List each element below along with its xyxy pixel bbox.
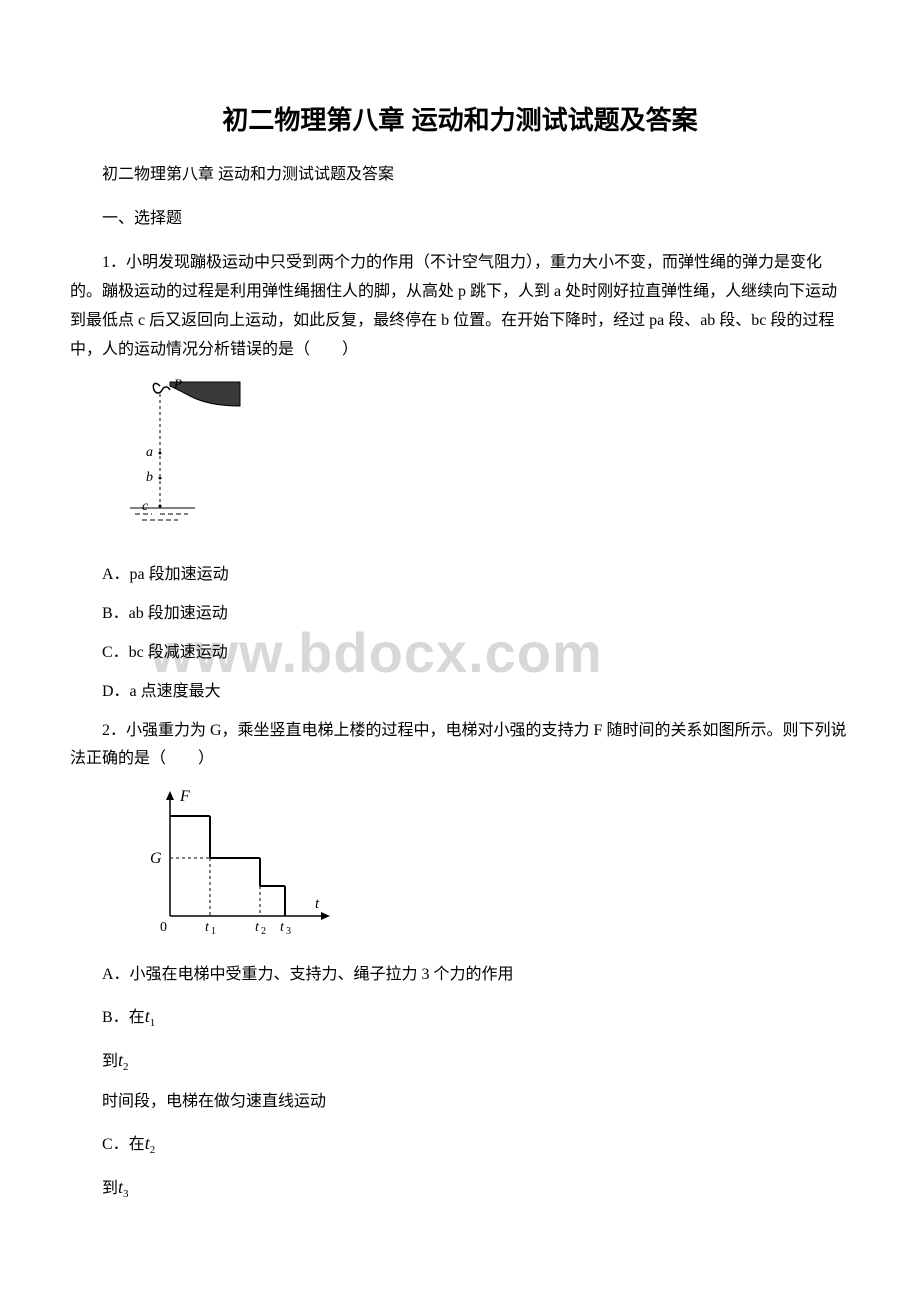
- q2-option-c-line1: C．在t2: [70, 1127, 850, 1161]
- q1-option-c: C．bc 段减速运动: [70, 639, 850, 668]
- tick-t1: t: [205, 920, 210, 935]
- q2-option-a: A．小强在电梯中受重力、支持力、绳子拉力 3 个力的作用: [70, 961, 850, 990]
- label-c: c: [142, 499, 149, 514]
- svg-text:3: 3: [286, 926, 291, 937]
- page-title: 初二物理第八章 运动和力测试试题及答案: [70, 100, 850, 137]
- g-label: G: [150, 850, 162, 867]
- svg-text:2: 2: [261, 926, 266, 937]
- q2-option-c-line2: 到t3: [70, 1171, 850, 1205]
- section-header: 一、选择题: [70, 206, 850, 232]
- label-b: b: [146, 470, 153, 485]
- q2-option-b-line1: B．在t1: [70, 1000, 850, 1034]
- label-p: P: [173, 376, 182, 391]
- q2-option-b-line2: 到t2: [70, 1044, 850, 1078]
- subtitle: 初二物理第八章 运动和力测试试题及答案: [70, 162, 850, 188]
- label-a: a: [146, 445, 153, 460]
- figure-2-graph: F t 0 G t 1 t 2 t 3: [130, 786, 850, 946]
- figure-1-bungee: P a b c: [130, 376, 850, 546]
- axis-t-label: t: [315, 896, 320, 912]
- tick-t2: t: [255, 920, 260, 935]
- q1-option-d: D．a 点速度最大: [70, 678, 850, 707]
- svg-text:1: 1: [211, 926, 216, 937]
- origin-label: 0: [160, 920, 167, 935]
- tick-t3: t: [280, 920, 285, 935]
- question-2-text: 2．小强重力为 G，乘坐竖直电梯上楼的过程中，电梯对小强的支持力 F 随时间的关…: [70, 717, 850, 775]
- document-content: 初二物理第八章 运动和力测试试题及答案 初二物理第八章 运动和力测试试题及答案 …: [70, 100, 850, 1205]
- q1-option-a: A．pa 段加速运动: [70, 561, 850, 590]
- axis-f-label: F: [179, 788, 190, 805]
- question-1-text: 1．小明发现蹦极运动中只受到两个力的作用（不计空气阻力），重力大小不变，而弹性绳…: [70, 249, 850, 364]
- q1-option-b: B．ab 段加速运动: [70, 600, 850, 629]
- q2-option-b-line3: 时间段，电梯在做匀速直线运动: [70, 1088, 850, 1117]
